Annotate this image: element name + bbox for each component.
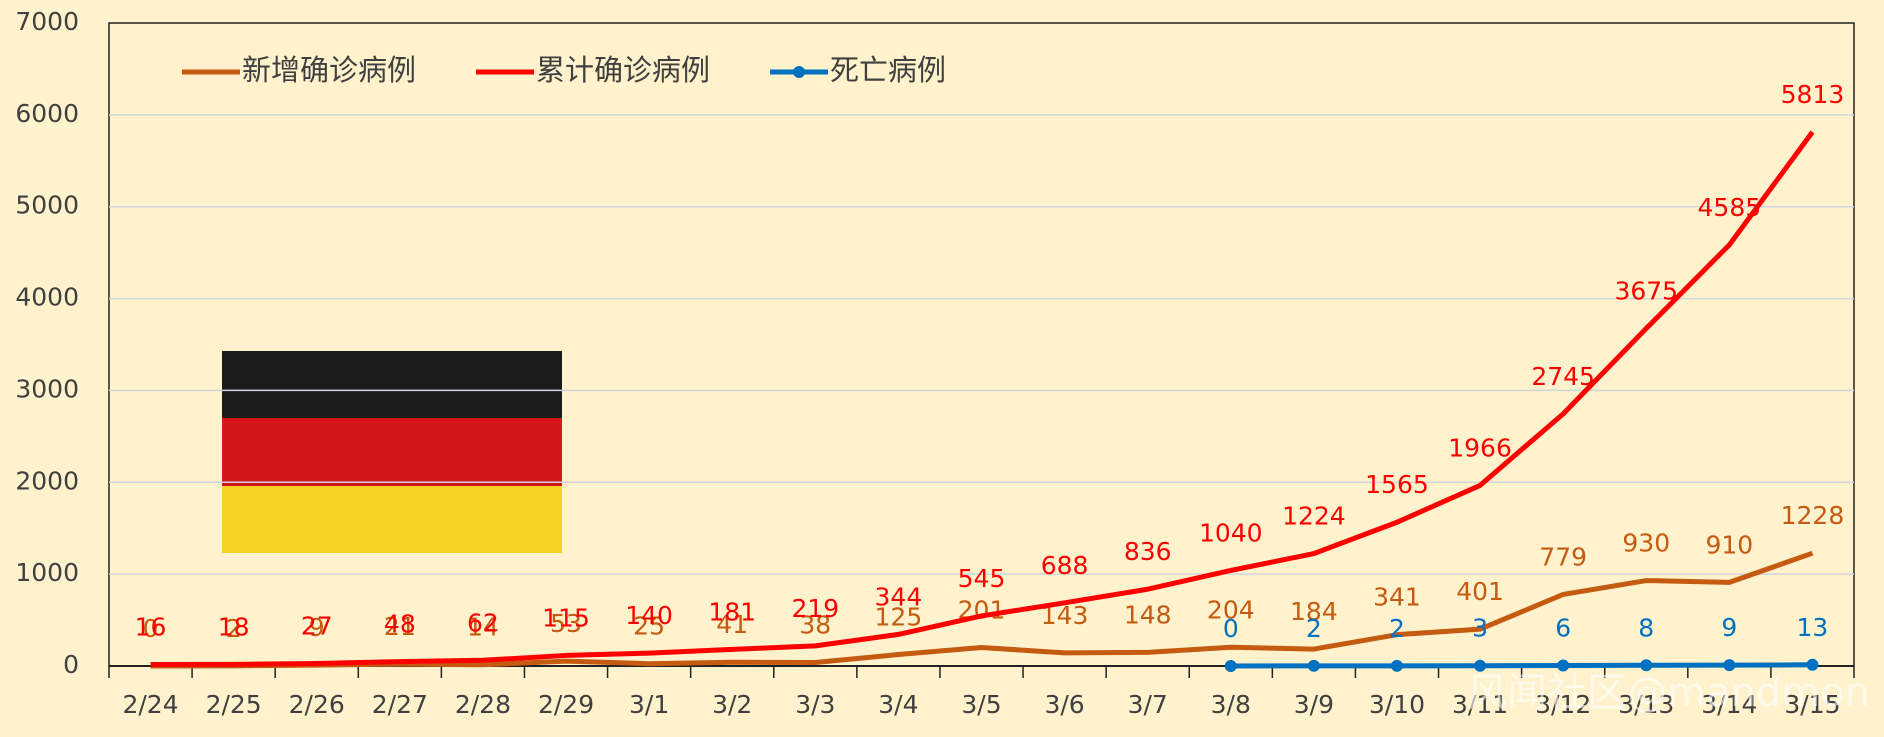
data-label: 341: [1373, 583, 1421, 612]
data-label: 836: [1124, 537, 1172, 566]
series-marker: [1307, 659, 1320, 672]
x-tick-label: 3/8: [1211, 690, 1251, 719]
data-label: 930: [1622, 529, 1670, 558]
data-label: 1228: [1781, 501, 1845, 530]
x-tick-label: 3/5: [961, 690, 1001, 719]
data-label: 62: [467, 608, 499, 637]
data-label: 125: [875, 603, 923, 632]
x-tick-label: 3/11: [1452, 690, 1508, 719]
x-tick-label: 3/15: [1784, 690, 1840, 719]
y-tick-label: 2000: [15, 466, 79, 495]
data-label: 4585: [1698, 193, 1762, 222]
y-tick-label: 3000: [15, 374, 79, 403]
x-tick-label: 3/12: [1535, 690, 1591, 719]
data-label: 8: [1638, 613, 1654, 642]
flag-stripe: [222, 418, 562, 486]
x-tick-label: 3/14: [1701, 690, 1757, 719]
x-tick-label: 3/2: [712, 690, 752, 719]
data-label: 2: [1306, 614, 1322, 643]
data-label: 48: [384, 610, 416, 639]
data-label: 219: [791, 594, 839, 623]
x-tick-label: 3/4: [878, 690, 918, 719]
legend-label: 死亡病例: [830, 53, 946, 87]
data-label: 0: [1223, 614, 1239, 643]
series-marker: [1640, 659, 1653, 672]
y-tick-label: 5000: [15, 191, 79, 220]
y-tick-label: 7000: [15, 7, 79, 36]
series-marker: [1224, 660, 1237, 672]
x-tick-label: 2/28: [455, 690, 511, 719]
data-label: 204: [1207, 595, 1255, 624]
legend-label: 新增确诊病例: [242, 53, 416, 87]
data-label: 140: [625, 601, 673, 630]
data-label: 3675: [1614, 276, 1678, 305]
data-label: 14: [467, 613, 499, 642]
data-label: 5813: [1781, 80, 1845, 109]
data-label: 53: [550, 609, 582, 638]
series-line: [150, 130, 1815, 668]
legend-label: 累计确诊病例: [536, 53, 710, 87]
x-tick-label: 3/3: [795, 690, 835, 719]
data-label: 1224: [1282, 502, 1346, 531]
data-label: 6: [1555, 613, 1571, 642]
x-tick-label: 2/24: [122, 690, 178, 719]
data-label: 181: [708, 597, 756, 626]
flag-stripe: [222, 351, 562, 418]
y-tick-label: 6000: [15, 99, 79, 128]
data-label: 688: [1041, 551, 1089, 580]
data-label: 1565: [1365, 470, 1429, 499]
data-label: 779: [1539, 542, 1587, 571]
data-label: 3: [1472, 614, 1488, 643]
series-marker: [1390, 659, 1403, 672]
flag: [222, 351, 562, 553]
data-label: 27: [301, 612, 333, 641]
x-tick-label: 3/13: [1618, 690, 1674, 719]
data-label: 0: [143, 614, 159, 643]
x-tick-label: 2/25: [206, 690, 262, 719]
data-label: 545: [958, 564, 1006, 593]
y-tick-label: 1000: [15, 558, 79, 587]
data-label: 41: [716, 610, 748, 639]
series-marker: [1806, 658, 1819, 671]
y-tick-label: 0: [63, 650, 79, 679]
data-label: 344: [875, 582, 923, 611]
series-marker: [1557, 659, 1570, 672]
data-label: 910: [1705, 530, 1753, 559]
flag-stripe: [222, 486, 562, 553]
x-tick-label: 2/26: [289, 690, 345, 719]
legend-marker: [793, 66, 806, 78]
data-label: 115: [542, 603, 590, 632]
data-label: 2: [1389, 614, 1405, 643]
data-label: 1966: [1448, 433, 1512, 462]
data-label: 9: [1721, 613, 1737, 642]
data-label: 1040: [1199, 518, 1263, 547]
x-tick-label: 3/9: [1294, 690, 1334, 719]
x-tick-label: 2/27: [372, 690, 428, 719]
data-label: 148: [1124, 600, 1172, 629]
series-marker: [1474, 659, 1487, 672]
y-tick-label: 4000: [15, 283, 79, 312]
data-label: 16: [135, 613, 167, 642]
data-label: 2: [226, 614, 242, 643]
series-line: [150, 550, 1814, 669]
x-tick-label: 3/10: [1369, 690, 1425, 719]
x-tick-label: 2/29: [538, 690, 594, 719]
watermark: 风闻社区@mandmon: [1467, 670, 1870, 716]
data-label: 184: [1290, 597, 1338, 626]
data-label: 13: [1797, 613, 1829, 642]
data-label: 25: [633, 612, 665, 641]
data-label: 2745: [1531, 362, 1595, 391]
series-line: [1230, 662, 1813, 669]
data-label: 18: [218, 612, 250, 641]
data-label: 9: [309, 613, 325, 642]
x-tick-label: 3/6: [1044, 690, 1084, 719]
series-marker: [1723, 659, 1736, 672]
data-label: 401: [1456, 577, 1504, 606]
data-label: 21: [384, 612, 416, 641]
data-label: 38: [799, 611, 831, 640]
x-tick-label: 3/1: [629, 690, 669, 719]
x-tick-label: 3/7: [1128, 690, 1168, 719]
